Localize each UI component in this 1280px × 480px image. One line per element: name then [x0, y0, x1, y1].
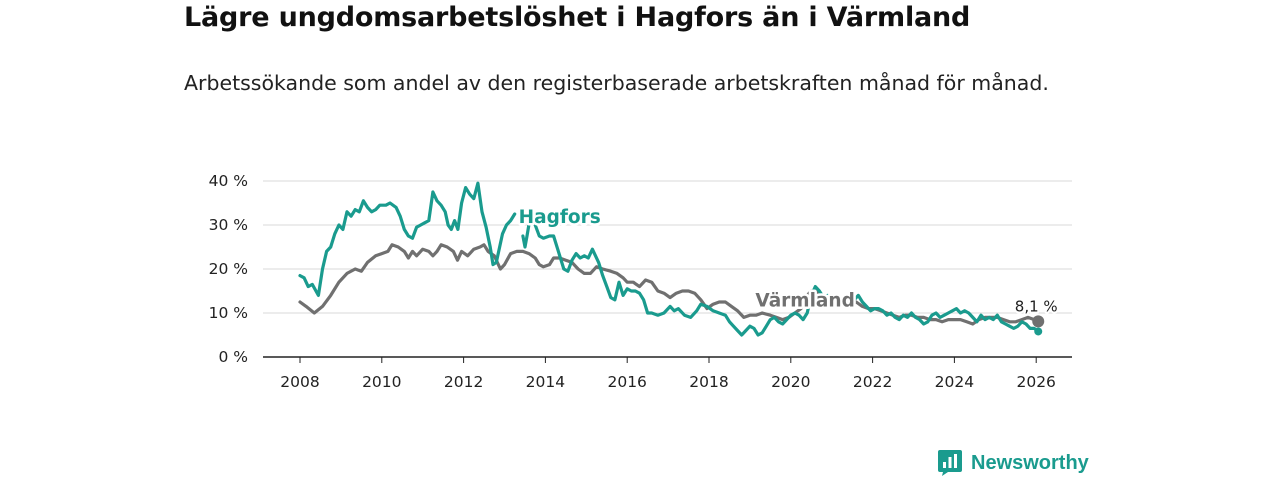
series-label-hagfors: Hagfors [519, 207, 601, 228]
y-tick-label: 40 % [209, 172, 248, 190]
chart-title: Lägre ungdomsarbetslöshet i Hagfors än i… [184, 2, 971, 33]
series-label-värmland: Värmland [755, 290, 854, 311]
x-tick-label: 2014 [526, 373, 565, 391]
end-marker-hagfors [1034, 327, 1043, 336]
y-tick-label: 30 % [209, 216, 248, 234]
end-label-varmland: 8,1 % [1015, 297, 1058, 315]
series-line-värmland [298, 243, 1040, 326]
x-tick-label: 2010 [362, 373, 401, 391]
series-line-hagfors [521, 210, 834, 337]
y-tick-label: 10 % [209, 304, 248, 322]
x-tick-label: 2012 [444, 373, 483, 391]
x-tick-label: 2008 [280, 373, 319, 391]
x-tick-label: 2024 [935, 373, 974, 391]
brand-name: Newsworthy [971, 451, 1089, 474]
end-marker-varmland [1032, 315, 1045, 328]
x-tick-label: 2018 [689, 373, 728, 391]
y-tick-label: 0 % [218, 348, 248, 366]
x-tick-label: 2022 [853, 373, 892, 391]
x-tick-label: 2016 [607, 373, 646, 391]
series-line-hagfors [842, 293, 1040, 334]
brand-logo[interactable]: Newsworthy [937, 448, 1089, 478]
x-tick-label: 2020 [771, 373, 810, 391]
y-tick-label: 20 % [209, 260, 248, 278]
x-tick-label: 2026 [1016, 373, 1055, 391]
series-line-hagfors [298, 181, 517, 297]
chart-subtitle: Arbetssökande som andel av den registerb… [184, 71, 1049, 95]
bar-chart-logo-icon [938, 450, 962, 476]
